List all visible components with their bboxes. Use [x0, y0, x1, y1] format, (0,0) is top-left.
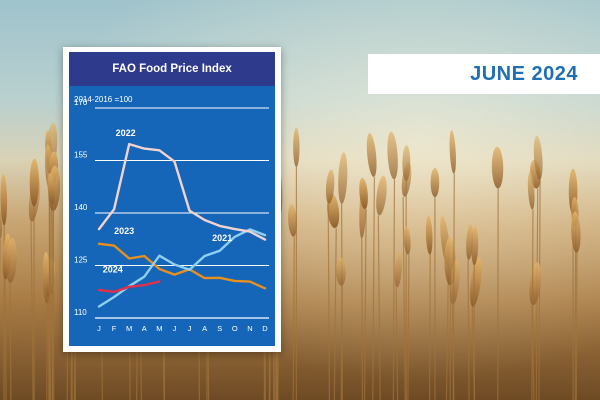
wheat-head [376, 175, 387, 216]
wheat-head [470, 257, 482, 307]
wheat-stem [327, 203, 330, 400]
wheat-head [394, 250, 403, 288]
series-line-2024 [97, 280, 161, 294]
y-tick-labels: 110 125 140 155 170 [74, 98, 88, 317]
wheat-head [425, 215, 433, 255]
x-tick-label: D [262, 324, 268, 333]
series-label-2024: 2024 [103, 265, 123, 275]
wheat-stem [407, 254, 410, 400]
wheat-head [402, 145, 411, 182]
wheat-head [466, 223, 474, 260]
x-tick-label: O [232, 324, 238, 333]
x-tick-label: A [142, 324, 147, 333]
wheat-stem [428, 254, 431, 400]
series-label-2023: 2023 [114, 226, 134, 236]
wheat-stem [575, 252, 578, 400]
x-tick-label: M [156, 324, 162, 333]
wheat-head [366, 133, 377, 177]
wheat-stem [445, 266, 450, 400]
wheat-head [359, 177, 368, 210]
y-tick-label: 140 [74, 203, 88, 212]
y-tick-label: 125 [74, 256, 88, 265]
wheat-head [533, 135, 543, 180]
wheat-head [6, 237, 17, 284]
wheat-stem [9, 283, 12, 400]
wheat-head [449, 130, 456, 174]
y-tick-label: 170 [74, 98, 88, 107]
y-tick-label: 110 [74, 308, 87, 317]
wheat-stem [292, 236, 295, 400]
wheat-stem [377, 215, 381, 400]
series-line-2022 [97, 142, 267, 241]
wheat-stem [333, 228, 337, 400]
wheat-stem [363, 209, 367, 400]
wheat-head [430, 167, 440, 198]
wheat-stem [372, 177, 376, 400]
series-labels: 2022 2023 2021 2024 [103, 128, 232, 275]
wheat-stem [531, 209, 534, 400]
x-tick-label: J [188, 324, 192, 333]
wheat-stem [30, 222, 34, 400]
wheat-stem [392, 179, 396, 400]
wheat-stem [452, 173, 455, 400]
x-tick-label: N [247, 324, 252, 333]
series-label-2021: 2021 [212, 233, 232, 243]
wheat-head [450, 258, 460, 305]
x-tick-label: S [217, 324, 222, 333]
wheat-head [491, 146, 504, 189]
wheat-stem [51, 204, 55, 400]
wheat-stem [467, 260, 470, 400]
x-tick-label: J [97, 324, 101, 333]
chart-card: FAO Food Price Index 2014-2016 =100 110 1… [63, 47, 281, 352]
wheat-stem [395, 287, 399, 400]
wheat-head [335, 257, 346, 286]
date-banner: JUNE 2024 [368, 54, 600, 94]
x-tick-label: J [173, 324, 177, 333]
wheat-stem [402, 196, 406, 400]
series-lines [97, 142, 267, 308]
gridlines [95, 107, 269, 319]
y-tick-label: 155 [74, 151, 88, 160]
series-label-2022: 2022 [116, 128, 136, 138]
chart-title: FAO Food Price Index [69, 52, 275, 86]
wheat-head [288, 204, 297, 237]
wheat-head [325, 169, 335, 204]
wheat-head [338, 152, 348, 204]
x-tick-label: F [112, 324, 117, 333]
series-line-2023 [97, 242, 267, 290]
wheat-head [29, 158, 39, 207]
wheat-stem [4, 279, 7, 400]
wheat-head [0, 173, 8, 226]
x-tick-label: A [202, 324, 207, 333]
wheat-head [403, 226, 411, 255]
wheat-stem [361, 238, 364, 400]
x-tick-label: M [126, 324, 132, 333]
wheat-head [47, 172, 55, 205]
wheat-head [387, 131, 398, 180]
wheat-head [527, 171, 535, 210]
wheat-head [293, 127, 300, 167]
wheat-stem [49, 191, 52, 400]
wheat-head [571, 211, 581, 253]
y-axis-label: 2014-2016 =100 [74, 95, 133, 104]
wheat-stem [340, 285, 343, 400]
